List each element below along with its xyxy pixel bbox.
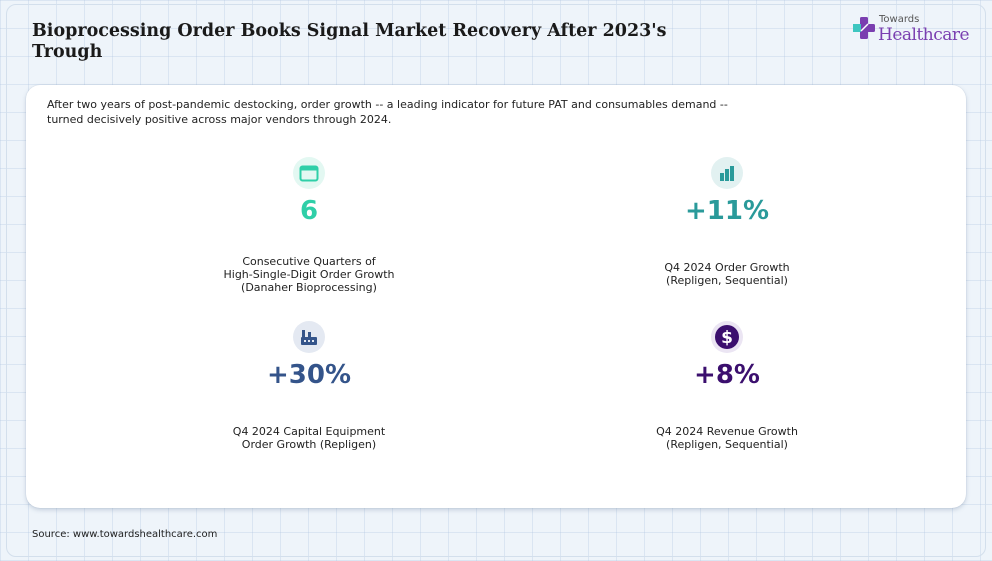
stat-consecutive-quarters: 6 Consecutive Quarters of High-Single-Di… — [159, 157, 459, 294]
stat-value: +11% — [684, 196, 770, 226]
stat-label: Q4 2024 Order Growth (Repligen, Sequenti… — [664, 261, 790, 287]
intro-text: After two years of post-pandemic destock… — [47, 98, 728, 126]
stat-revenue-growth: $ +8% Q4 2024 Revenue Growth (Repligen, … — [577, 321, 877, 451]
factory-icon — [293, 321, 325, 353]
stat-order-growth: +11% Q4 2024 Order Growth (Repligen, Seq… — [577, 157, 877, 287]
stat-label: Consecutive Quarters of High-Single-Digi… — [223, 255, 395, 294]
brand-logo: Towards Healthcare — [851, 12, 971, 48]
stat-capital-equipment: +30% Q4 2024 Capital Equipment Order Gro… — [159, 321, 459, 451]
svg-text:$: $ — [721, 328, 733, 348]
logo-top-text: Towards — [879, 14, 920, 25]
dollar-icon: $ — [711, 321, 743, 353]
building-growth-icon — [711, 157, 743, 189]
stats-card: After two years of post-pandemic destock… — [26, 85, 966, 508]
outer-frame — [6, 4, 986, 557]
stat-label: Q4 2024 Revenue Growth (Repligen, Sequen… — [656, 425, 798, 451]
stat-value: 6 — [299, 196, 319, 226]
stat-label: Q4 2024 Capital Equipment Order Growth (… — [232, 425, 386, 451]
calendar-icon — [293, 157, 325, 189]
source-note: Source: www.towardshealthcare.com — [32, 529, 218, 540]
stat-value: +30% — [266, 360, 352, 390]
page-title: Bioprocessing Order Books Signal Market … — [32, 21, 667, 62]
stat-value: +8% — [694, 360, 760, 390]
logo-brand-text: Healthcare — [878, 25, 970, 45]
logo-cross-icon — [853, 17, 875, 39]
